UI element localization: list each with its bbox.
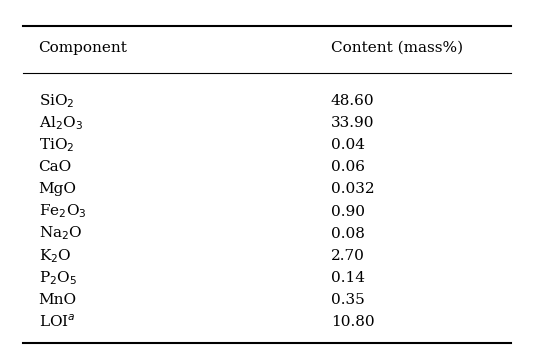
Text: 2.70: 2.70 [331,249,365,263]
Text: MgO: MgO [38,182,76,196]
Text: Component: Component [38,41,128,55]
Text: P$_2$O$_5$: P$_2$O$_5$ [38,269,77,287]
Text: TiO$_2$: TiO$_2$ [38,136,74,154]
Text: 0.14: 0.14 [331,271,365,285]
Text: Al$_2$O$_3$: Al$_2$O$_3$ [38,115,82,132]
Text: 0.06: 0.06 [331,160,365,174]
Text: 0.04: 0.04 [331,138,365,152]
Text: LOI$^a$: LOI$^a$ [38,314,75,330]
Text: 0.08: 0.08 [331,227,365,241]
Text: Fe$_2$O$_3$: Fe$_2$O$_3$ [38,203,86,220]
Text: CaO: CaO [38,160,72,174]
Text: 33.90: 33.90 [331,116,374,130]
Text: Content (mass%): Content (mass%) [331,41,463,55]
Text: Na$_2$O: Na$_2$O [38,225,82,242]
Text: 10.80: 10.80 [331,315,374,329]
Text: SiO$_2$: SiO$_2$ [38,92,74,110]
Text: 48.60: 48.60 [331,94,374,108]
Text: MnO: MnO [38,293,77,307]
Text: K$_2$O: K$_2$O [38,247,71,265]
Text: 0.90: 0.90 [331,205,365,219]
Text: 0.032: 0.032 [331,182,374,196]
Text: 0.35: 0.35 [331,293,365,307]
